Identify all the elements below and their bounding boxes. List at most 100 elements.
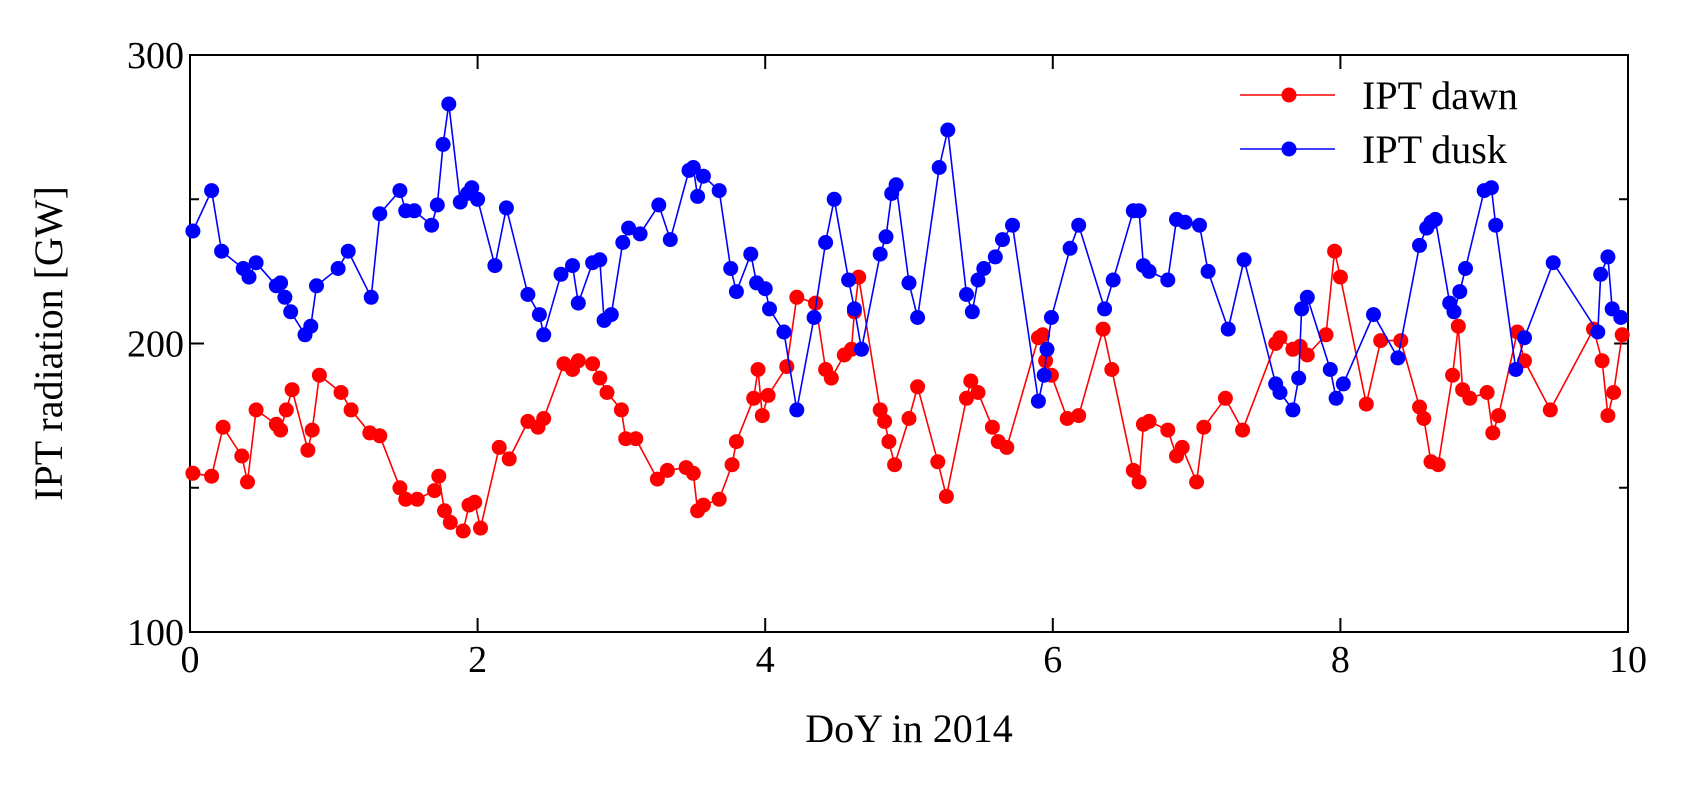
data-point: [185, 223, 201, 239]
data-point: [1614, 327, 1630, 343]
data-point: [277, 289, 293, 305]
data-point: [724, 457, 740, 473]
data-point: [283, 304, 299, 320]
data-point: [304, 422, 320, 438]
data-point: [1508, 362, 1524, 377]
data-point: [392, 480, 408, 496]
data-point: [999, 439, 1015, 455]
data-point: [427, 483, 442, 499]
data-point: [728, 434, 744, 450]
data-point: [1196, 419, 1212, 435]
data-point: [846, 301, 862, 317]
x-tick-label: 10: [1609, 639, 1647, 681]
data-point: [553, 266, 569, 282]
data-point: [995, 232, 1010, 248]
legend: IPT dawn IPT dusk: [1240, 73, 1518, 172]
data-point: [455, 523, 471, 539]
data-point: [473, 520, 488, 536]
data-point: [613, 402, 629, 418]
legend-label: IPT dusk: [1362, 127, 1507, 172]
data-point: [248, 255, 264, 271]
data-point: [976, 261, 992, 276]
data-point: [1613, 310, 1629, 325]
data-point: [1485, 425, 1501, 441]
data-point: [1390, 350, 1406, 366]
data-point: [1043, 310, 1059, 325]
data-point: [789, 402, 805, 418]
data-point: [1318, 327, 1334, 343]
data-point: [760, 387, 776, 403]
data-point: [1479, 385, 1495, 400]
data-point: [963, 373, 979, 389]
data-point: [1299, 289, 1315, 305]
x-tick-label: 2: [468, 639, 487, 681]
data-point: [467, 494, 483, 510]
data-point: [241, 269, 257, 285]
data-point: [278, 402, 294, 418]
data-point: [750, 362, 766, 377]
data-point: [565, 258, 580, 274]
data-point: [1600, 249, 1616, 265]
data-point: [1062, 240, 1078, 256]
data-point: [273, 422, 289, 438]
x-tick-label: 6: [1043, 639, 1062, 681]
data-point: [984, 419, 1000, 435]
data-point: [1542, 402, 1558, 418]
axis-ticks: 0 2 4 6 8 10 100 200 300: [127, 35, 1647, 681]
data-point: [940, 122, 956, 138]
data-point: [372, 206, 388, 222]
data-point: [273, 275, 289, 291]
data-point: [204, 468, 220, 484]
data-point: [1285, 402, 1301, 418]
data-point: [1236, 252, 1252, 268]
data-point: [1071, 217, 1087, 233]
data-point: [910, 310, 926, 325]
data-point: [214, 243, 230, 259]
data-point: [442, 514, 458, 530]
data-point: [585, 356, 601, 372]
data-point: [531, 307, 547, 323]
data-point: [1462, 390, 1478, 406]
data-point: [878, 229, 894, 245]
data-point: [841, 272, 857, 288]
data-point: [1095, 321, 1111, 337]
data-point: [970, 272, 986, 288]
data-point: [901, 275, 917, 291]
data-point: [632, 226, 648, 242]
data-point: [536, 411, 552, 426]
data-point: [757, 281, 773, 297]
data-point: [1332, 269, 1348, 285]
data-point: [1483, 180, 1499, 196]
data-point: [570, 295, 586, 311]
data-point: [1104, 362, 1120, 377]
data-point: [1105, 272, 1121, 288]
data-point: [570, 353, 586, 369]
data-point: [1174, 439, 1190, 455]
data-point: [248, 402, 264, 418]
data-point: [728, 284, 744, 300]
data-point: [363, 289, 379, 305]
data-point: [303, 318, 319, 334]
data-point: [659, 462, 675, 478]
data-point: [1035, 327, 1051, 343]
data-point: [1545, 255, 1561, 271]
data-point: [1590, 324, 1606, 340]
data-point: [536, 327, 552, 343]
y-tick-label: 300: [127, 35, 184, 77]
data-point: [649, 471, 665, 487]
data-point: [662, 232, 678, 248]
data-point: [1606, 385, 1622, 400]
data-point: [651, 197, 667, 213]
data-point: [309, 278, 324, 294]
data-point: [987, 249, 1003, 265]
data-point: [1059, 411, 1075, 426]
data-point: [621, 220, 637, 236]
data-point: [1445, 367, 1461, 383]
data-point: [431, 468, 447, 484]
data-point: [615, 235, 631, 250]
data-point: [1200, 263, 1216, 279]
data-point: [826, 191, 842, 207]
data-point: [1125, 462, 1141, 478]
data-point: [437, 503, 452, 519]
